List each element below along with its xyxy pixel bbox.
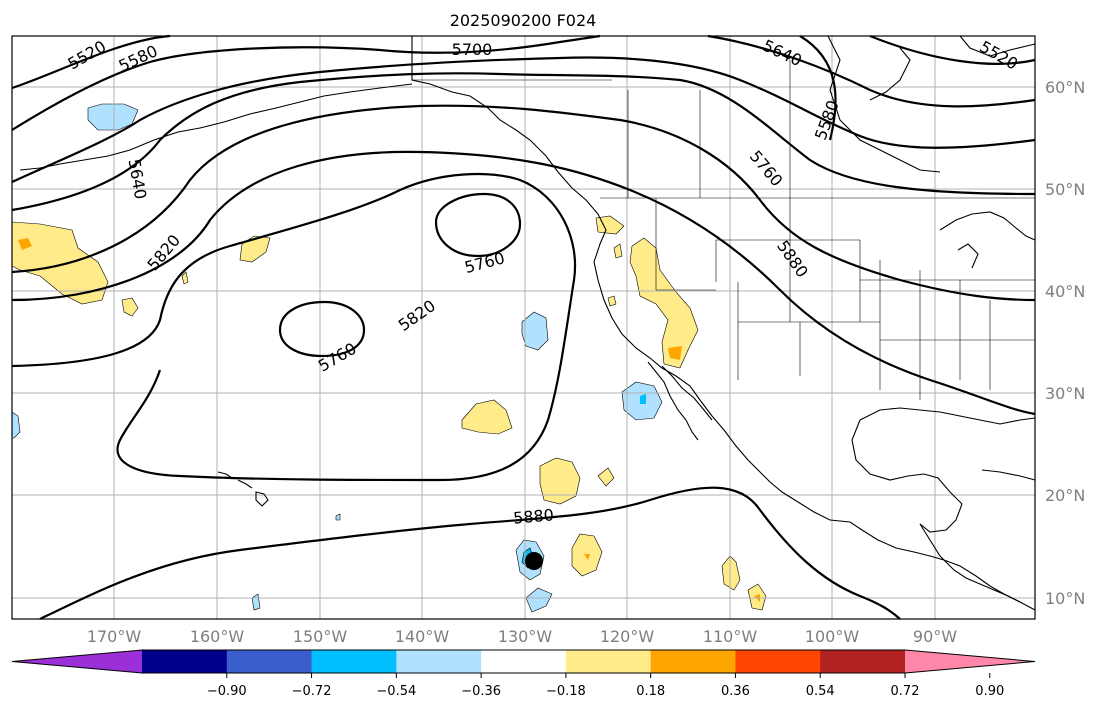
storm-center-marker <box>525 552 543 570</box>
colorbar-tick-label: −0.18 <box>546 684 586 699</box>
map-panel: 5520 5580 5640 5700 5640 5580 5520 5760 … <box>11 34 1036 620</box>
colorbar-tick-label: 0.54 <box>806 684 835 699</box>
colorbar-segment <box>820 650 906 673</box>
colorbar-segment <box>396 650 482 673</box>
lat-label: 60°N <box>1045 78 1085 97</box>
map-frame <box>11 35 1036 620</box>
colorbar-tick-label: −0.90 <box>207 684 247 699</box>
lon-label: 90°W <box>913 627 957 646</box>
contour-labels: 5520 5580 5640 5700 5640 5580 5520 5760 … <box>65 36 1022 528</box>
lat-label: 20°N <box>1045 486 1085 505</box>
contour-label: 5700 <box>452 40 493 59</box>
colorbar-tick-label: 0.18 <box>636 684 665 699</box>
lon-label: 100°W <box>805 627 860 646</box>
colorbar-extend-low <box>12 650 142 673</box>
colorbar-segment <box>226 650 313 673</box>
coastlines <box>19 35 1036 611</box>
state-borders <box>412 60 1035 400</box>
lon-label: 130°W <box>498 627 553 646</box>
colorbar-segment <box>565 650 652 673</box>
colorbar-tick-label: 0.36 <box>721 684 750 699</box>
colorbar-tick-label: −0.54 <box>376 684 416 699</box>
lon-label: 140°W <box>395 627 450 646</box>
colorbar-segment <box>481 650 567 673</box>
height-contours <box>11 34 1036 620</box>
colorbar-outline <box>11 649 1036 674</box>
colorbar-tick-label: −0.72 <box>292 684 332 699</box>
lat-label: 30°N <box>1045 384 1085 403</box>
colorbar-extend-high <box>905 650 1035 673</box>
lon-label: 170°W <box>87 627 142 646</box>
lon-label: 160°W <box>190 627 245 646</box>
colorbar-segment <box>735 650 821 673</box>
lon-label: 120°W <box>600 627 655 646</box>
colorbar-tick-label: −0.36 <box>461 684 501 699</box>
lat-label: 40°N <box>1045 282 1085 301</box>
contour-label: 5880 <box>512 505 554 527</box>
colorbar-tick-label: 0.90 <box>975 684 1004 699</box>
colorbar-segment <box>650 650 736 673</box>
lat-label: 10°N <box>1045 589 1085 608</box>
lon-label: 150°W <box>293 627 348 646</box>
colorbar-segment <box>142 650 228 673</box>
lat-label: 50°N <box>1045 180 1085 199</box>
latitude-labels: 60°N 50°N 40°N 30°N 20°N 10°N <box>1045 78 1085 608</box>
colorbar: −0.90 −0.72 −0.54 −0.36 −0.18 0.18 0.36 0.54 0.7… <box>11 649 1036 699</box>
colorbar-segment <box>311 650 397 673</box>
longitude-labels: 170°W 160°W 150°W 140°W 130°W 120°W 110°… <box>87 627 957 646</box>
map-title: 2025090200 F024 <box>450 11 597 30</box>
positive-anomaly-areas <box>11 215 767 611</box>
colorbar-tick-label: 0.72 <box>891 684 920 699</box>
lon-label: 110°W <box>703 627 758 646</box>
